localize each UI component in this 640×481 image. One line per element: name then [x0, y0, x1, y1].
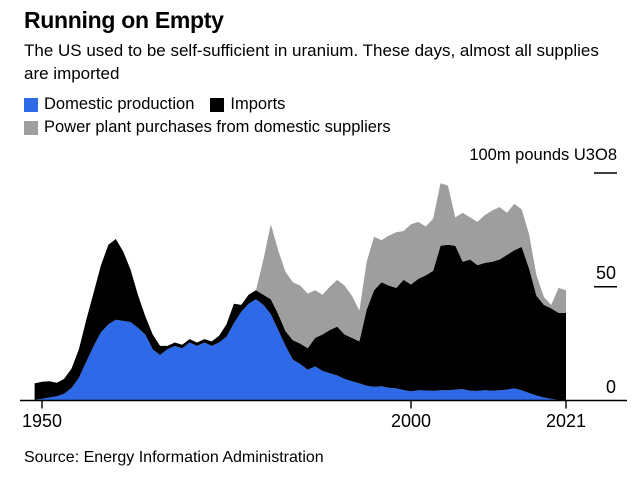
y-axis-tick-label: 0 [605, 376, 616, 397]
legend-row-1: Domestic production Imports [24, 95, 391, 114]
x-axis-tick-label: 2000 [390, 411, 432, 431]
legend-item: Power plant purchases from domestic supp… [24, 118, 391, 137]
y-axis-tick-label: 50 [595, 262, 616, 283]
legend-item: Imports [210, 95, 285, 114]
area-series-0 [34, 299, 567, 401]
x-axis-tick-label: 1950 [21, 411, 63, 431]
legend-swatch-icon [24, 120, 38, 135]
source-note: Source: Energy Information Administratio… [24, 449, 324, 466]
legend-label: Domestic production [44, 95, 195, 113]
legend-row-2: Power plant purchases from domestic supp… [24, 118, 391, 137]
area-series-1 [34, 239, 567, 401]
area-series [34, 183, 567, 401]
y-axis-unit-label: 100m pounds U3O8 [469, 146, 617, 164]
legend: Domestic production Imports Power plant p… [24, 95, 391, 137]
legend-item: Domestic production [24, 95, 194, 114]
chart-title: Running on Empty [24, 7, 224, 33]
x-axis-tick-label: 2021 [545, 411, 587, 431]
legend-swatch-icon [210, 97, 225, 112]
chart-subtitle: The US used to be self-sufficient in ura… [24, 41, 599, 83]
legend-swatch-icon [24, 97, 38, 112]
axis-layer [20, 172, 627, 409]
legend-label: Power plant purchases from domestic supp… [44, 118, 391, 136]
area-series-2 [34, 183, 567, 384]
legend-label: Imports [230, 95, 286, 113]
